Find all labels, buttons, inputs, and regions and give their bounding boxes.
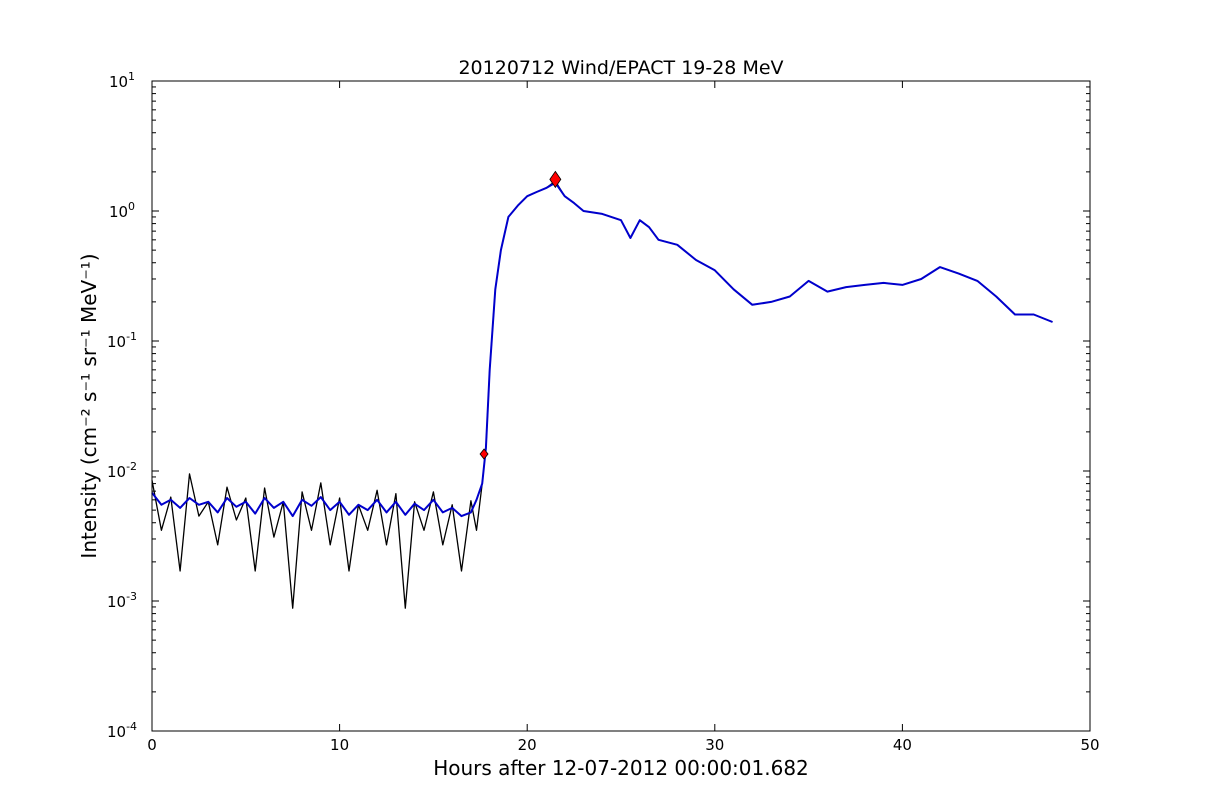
x-tick-label: 0 [147, 736, 157, 754]
x-tick-label: 10 [330, 736, 349, 754]
y-tick-label: 10-3 [107, 590, 137, 611]
series-line-smoothed [151, 181, 1053, 518]
y-tick-label: 10-2 [107, 460, 137, 481]
chart-title: 20120712 Wind/EPACT 19-28 MeV [458, 57, 783, 79]
plot-area [151, 170, 1053, 609]
series-line-raw [151, 180, 1053, 609]
x-tick-label: 30 [705, 736, 724, 754]
x-axis: 0 10 20 30 40 50 [147, 81, 1100, 754]
plot-frame [151, 80, 1091, 732]
marker-peak [549, 170, 562, 189]
x-tick-label: 50 [1080, 736, 1099, 754]
x-axis-label: Hours after 12-07-2012 00:00:01.682 [433, 756, 809, 780]
y-axis-label: Intensity (cm⁻² s⁻¹ sr⁻¹ MeV⁻¹) [77, 253, 101, 558]
y-tick-label: 10-4 [107, 720, 137, 741]
y-tick-label: 100 [109, 200, 135, 221]
marker-onset [479, 448, 489, 460]
y-tick-label: 101 [109, 70, 135, 91]
y-axis: 10-4 10-3 10-2 10-1 100 101 [107, 70, 1090, 741]
y-tick-label: 10-1 [107, 330, 137, 351]
x-tick-label: 20 [518, 736, 537, 754]
x-tick-label: 40 [893, 736, 912, 754]
